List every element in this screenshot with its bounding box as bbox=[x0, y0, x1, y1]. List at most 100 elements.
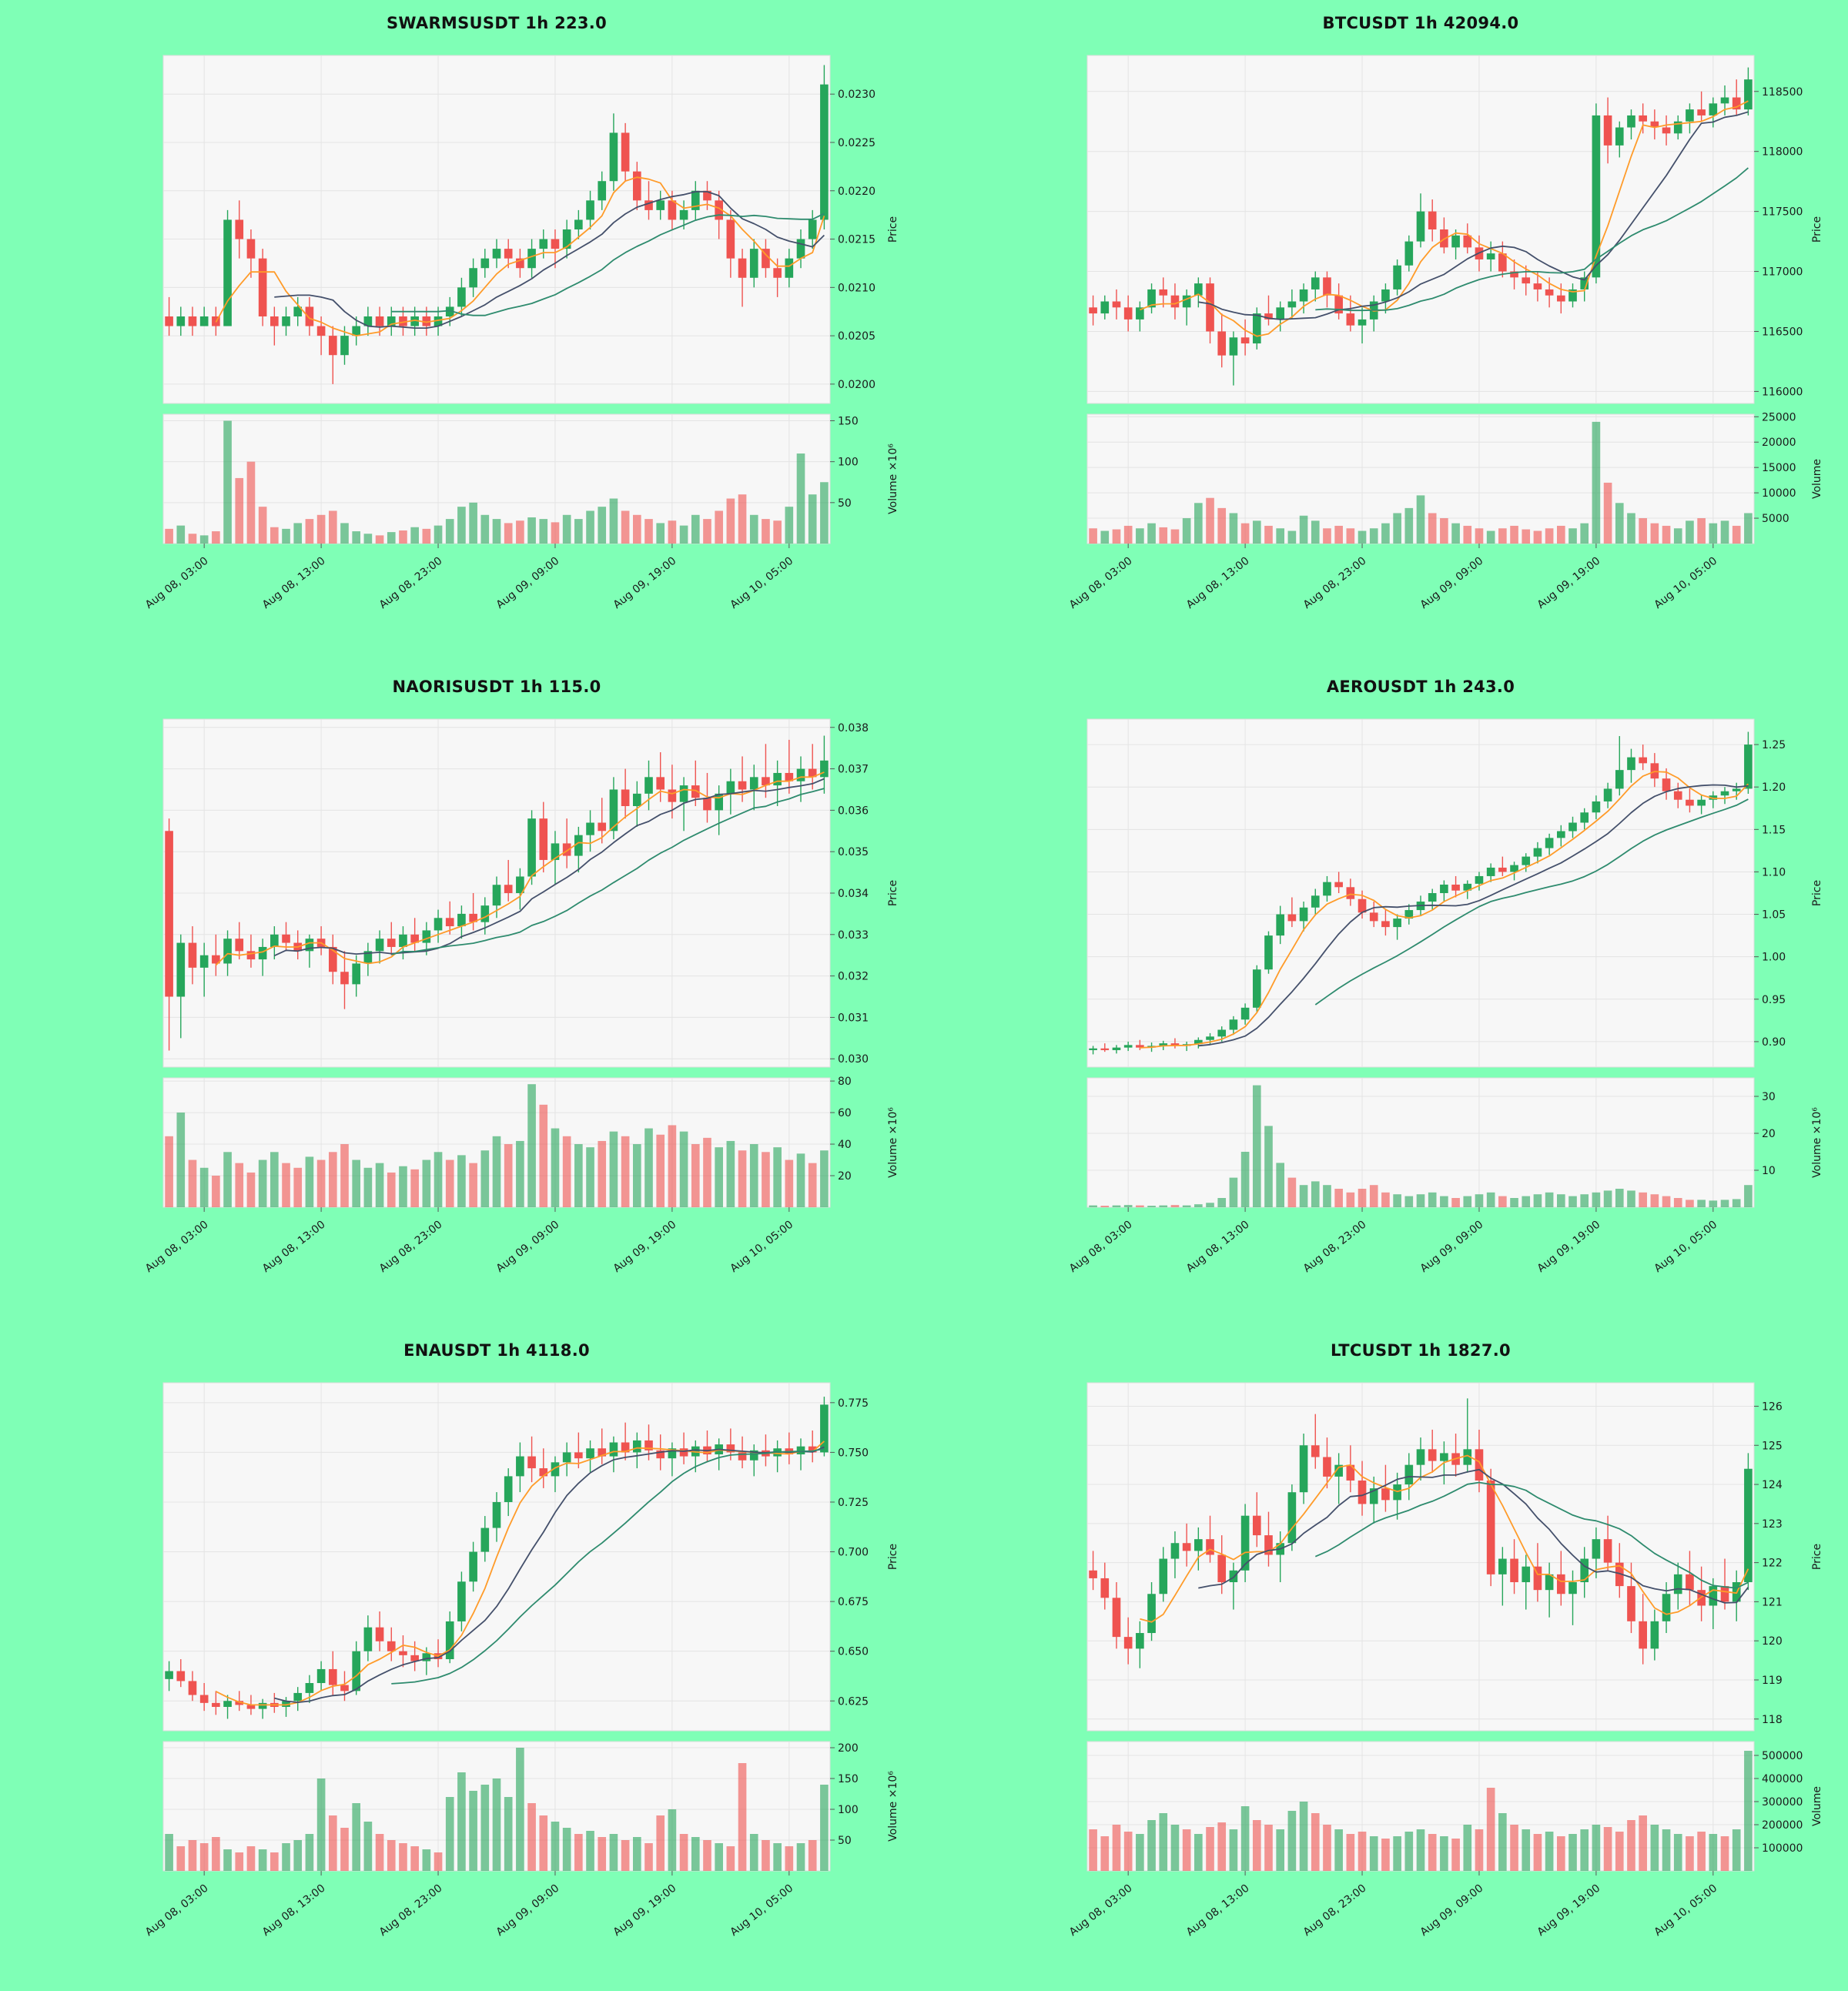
volume-bar bbox=[1603, 1827, 1612, 1871]
volume-bar bbox=[1194, 1204, 1203, 1207]
candle-body bbox=[1112, 1047, 1121, 1050]
volume-bar bbox=[773, 520, 782, 544]
volume-tick-label: 20 bbox=[1762, 1128, 1776, 1140]
candle-body bbox=[399, 1651, 407, 1655]
candle-body bbox=[1311, 895, 1320, 908]
volume-bar bbox=[1627, 513, 1635, 544]
candle-body bbox=[1276, 307, 1285, 320]
candle-body bbox=[703, 798, 711, 811]
candle-body bbox=[1639, 115, 1647, 122]
price-tick-label: 0.775 bbox=[838, 1397, 869, 1410]
volume-tick-label: 5000 bbox=[1762, 513, 1789, 525]
volume-bar bbox=[644, 519, 653, 544]
candle-body bbox=[1240, 1007, 1250, 1020]
volume-bar bbox=[223, 1849, 232, 1871]
candle-body bbox=[305, 1683, 314, 1693]
candle-body bbox=[1486, 867, 1495, 876]
volume-bar bbox=[399, 530, 407, 544]
volume-bar bbox=[703, 1137, 711, 1207]
candle-body bbox=[1240, 337, 1250, 344]
candle-body bbox=[1404, 910, 1414, 919]
x-tick-label: Aug 08, 23:00 bbox=[1301, 555, 1369, 611]
x-tick-label: Aug 10, 05:00 bbox=[728, 555, 796, 611]
candle-body bbox=[621, 132, 630, 172]
candle-body bbox=[223, 939, 232, 964]
candle-body bbox=[1627, 115, 1635, 128]
candle-body bbox=[1089, 1048, 1097, 1050]
volume-bar bbox=[270, 1852, 279, 1871]
candle-body bbox=[199, 316, 209, 326]
candlestick-chart: Aug 08, 03:00 Aug 08, 13:00 Aug 08, 23:00 A… bbox=[143, 55, 899, 611]
volume-bar bbox=[1229, 1829, 1238, 1871]
candle-body bbox=[212, 1702, 220, 1708]
volume-bar bbox=[270, 527, 279, 544]
volume-bar bbox=[410, 527, 419, 544]
volume-bar bbox=[469, 1791, 477, 1871]
x-tick-label: Aug 08, 13:00 bbox=[260, 1882, 328, 1939]
volume-bar bbox=[820, 1150, 829, 1207]
volume-bar bbox=[1136, 528, 1144, 544]
x-tick-label: Aug 08, 03:00 bbox=[1067, 1882, 1135, 1939]
volume-bar bbox=[656, 1134, 665, 1207]
candle-body bbox=[1112, 1598, 1121, 1638]
candle-body bbox=[504, 249, 513, 259]
volume-bar bbox=[762, 1152, 770, 1207]
x-tick-label: Aug 09, 09:00 bbox=[494, 555, 562, 611]
price-tick-label: 0.650 bbox=[838, 1646, 869, 1658]
volume-bar bbox=[1299, 515, 1308, 544]
candle-body bbox=[1662, 1594, 1671, 1621]
candle-body bbox=[1673, 791, 1682, 800]
candle-body bbox=[562, 1452, 571, 1463]
candle-body bbox=[1369, 912, 1378, 922]
candle-body bbox=[1240, 1515, 1250, 1571]
volume-bar bbox=[1592, 1192, 1601, 1207]
volume-bar bbox=[574, 1144, 583, 1207]
candle-body bbox=[1592, 115, 1601, 278]
candle-body bbox=[1381, 921, 1390, 928]
candle-body bbox=[1264, 313, 1273, 320]
volume-bar bbox=[621, 1840, 630, 1871]
candle-body bbox=[1486, 253, 1495, 259]
volume-bar bbox=[469, 502, 477, 544]
candlestick-chart: Aug 08, 03:00 Aug 08, 13:00 Aug 08, 23:00 A… bbox=[1067, 718, 1823, 1275]
price-tick-label: 0.034 bbox=[838, 888, 869, 900]
price-tick-label: 0.700 bbox=[838, 1547, 869, 1559]
candle-body bbox=[422, 1653, 431, 1661]
volume-tick-label: 20000 bbox=[1762, 437, 1796, 449]
price-tick-label: 0.725 bbox=[838, 1497, 869, 1509]
volume-bar bbox=[715, 1147, 723, 1207]
candle-body bbox=[1709, 1586, 1718, 1606]
volume-bar bbox=[1440, 1836, 1448, 1871]
candle-body bbox=[1486, 1480, 1495, 1574]
volume-bar bbox=[235, 477, 244, 544]
volume-bar bbox=[176, 1113, 186, 1207]
volume-bar bbox=[212, 1176, 220, 1207]
price-tick-label: 0.0205 bbox=[838, 330, 875, 343]
volume-bar bbox=[1252, 1085, 1261, 1207]
candle-body bbox=[1381, 1488, 1390, 1501]
candle-body bbox=[1206, 283, 1214, 332]
candle-body bbox=[621, 1442, 630, 1453]
candle-body bbox=[258, 946, 267, 960]
price-panel-bg bbox=[1086, 1382, 1755, 1732]
volume-bar bbox=[492, 519, 501, 544]
x-tick-label: Aug 08, 03:00 bbox=[143, 555, 211, 611]
volume-bar bbox=[1112, 1205, 1121, 1207]
volume-bar bbox=[1662, 1196, 1671, 1207]
x-tick-label: Aug 08, 03:00 bbox=[143, 1882, 211, 1939]
volume-bar bbox=[1136, 1205, 1144, 1207]
volume-bars bbox=[1089, 1085, 1753, 1207]
volume-bar bbox=[1662, 1829, 1671, 1871]
candle-body bbox=[1662, 778, 1671, 791]
candle-body bbox=[1089, 1570, 1097, 1578]
candle-body bbox=[282, 316, 290, 326]
volume-bar bbox=[1744, 513, 1753, 544]
volume-bar bbox=[1287, 1811, 1297, 1871]
candle-body bbox=[375, 939, 384, 952]
volume-bar bbox=[1510, 525, 1518, 544]
candle-body bbox=[539, 1468, 548, 1477]
volume-bar bbox=[352, 1803, 361, 1871]
chart-cell-btcusdt: BTCUSDT 1h 42094.0 Aug 08, 03:00 Aug 08, … bbox=[924, 0, 1848, 664]
volume-bar bbox=[1732, 525, 1741, 544]
candle-body bbox=[820, 760, 829, 778]
